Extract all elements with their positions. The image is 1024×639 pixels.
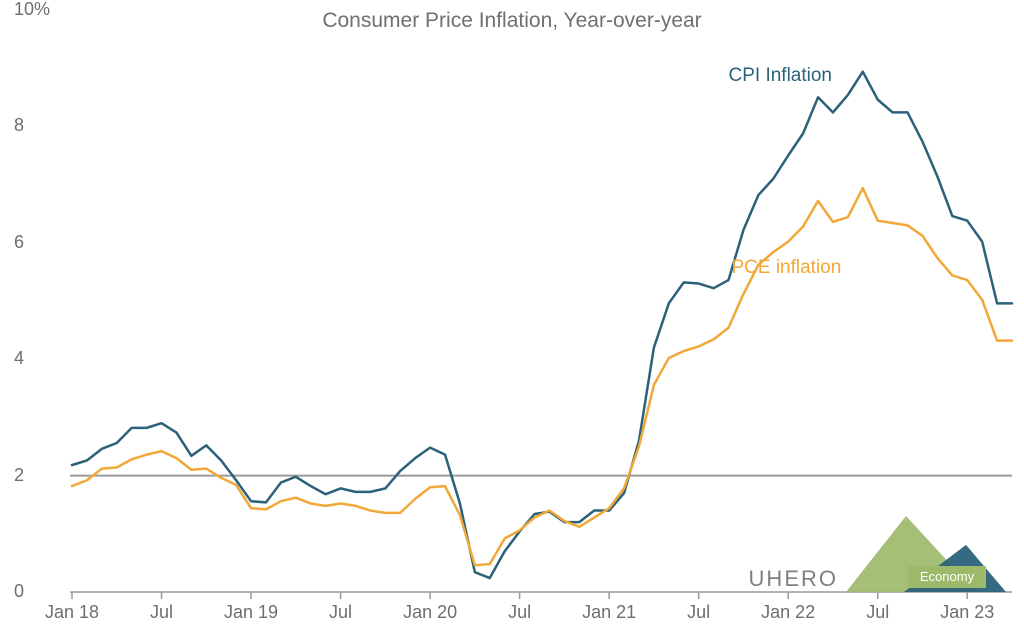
x-tick-label: Jul [122,602,202,623]
x-tick-label: Jan 23 [927,602,1007,623]
x-tick-label: Jul [480,602,560,623]
x-tick-label: Jan 18 [32,602,112,623]
series-label-cpi: CPI Inflation [729,65,833,87]
y-tick-label: 4 [14,348,66,369]
x-tick-label: Jul [301,602,381,623]
chart-container: UHERO Economy Consumer Price Inflation, Y… [0,0,1024,639]
x-tick-label: Jul [838,602,918,623]
y-tick-label: 2 [14,465,66,486]
series-line-cpi [72,72,1012,578]
y-tick-label: 6 [14,232,66,253]
x-tick-label: Jan 20 [390,602,470,623]
x-tick-label: Jan 19 [211,602,291,623]
logo-text-uhero: UHERO [749,566,838,591]
y-tick-label: 0 [14,581,66,602]
series-label-pce: PCE inflation [731,257,841,279]
y-tick-label: 10% [14,0,66,20]
x-tick-label: Jan 22 [748,602,828,623]
x-tick-label: Jul [659,602,739,623]
logo-text-economy: Economy [920,569,975,584]
series-line-pce [72,188,1012,565]
y-tick-label: 8 [14,115,66,136]
chart-svg: UHERO Economy [0,0,1024,639]
x-tick-label: Jan 21 [569,602,649,623]
chart-title: Consumer Price Inflation, Year-over-year [0,9,1024,33]
